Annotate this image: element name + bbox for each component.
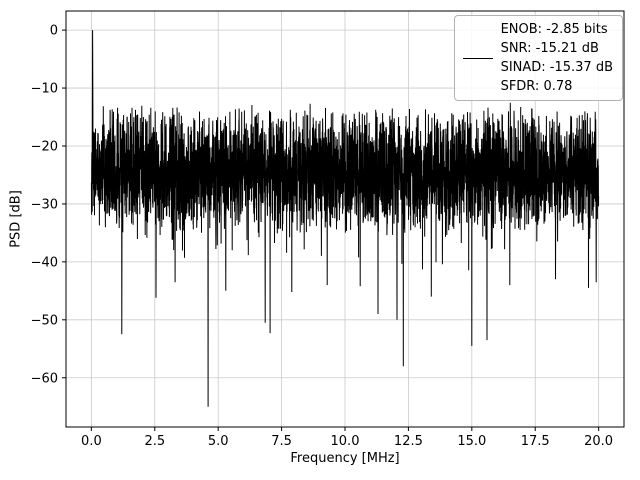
legend-enob: ENOB: -2.85 bits	[500, 22, 608, 37]
legend-sinad: SINAD: -15.37 dB	[500, 60, 613, 75]
y-tick-labels: 0 −10 −20 −30 −40 −50 −60	[31, 24, 58, 387]
x-tick-labels: 0.0 2.5 5.0 7.5 10.0 12.5 15.0 17.5 20.0	[81, 434, 613, 449]
x-tick-label: 5.0	[208, 434, 229, 449]
tick-marks	[62, 29, 600, 431]
x-tick-label: 20.0	[584, 434, 613, 449]
y-tick-label: −10	[31, 82, 58, 97]
legend-line-sample	[462, 57, 493, 59]
x-tick-label: 15.0	[457, 434, 486, 449]
legend: ENOB: -2.85 bits SNR: -15.21 dB SINAD: -…	[453, 15, 623, 101]
x-tick-label: 10.0	[331, 434, 360, 449]
x-tick-label: 0.0	[81, 434, 102, 449]
y-tick-label: −30	[31, 197, 58, 212]
y-tick-label: −50	[31, 313, 58, 328]
legend-sfdr: SFDR: 0.78	[500, 79, 573, 94]
psd-line	[90, 30, 600, 407]
y-tick-label: −60	[31, 371, 58, 386]
y-tick-label: −20	[31, 140, 58, 155]
y-axis-label: PSD [dB]	[8, 190, 24, 248]
x-axis-label: Frequency [MHz]	[290, 451, 400, 466]
legend-snr: SNR: -15.21 dB	[500, 41, 599, 56]
legend-text: ENOB: -2.85 bits SNR: -15.21 dB SINAD: -…	[501, 20, 613, 96]
x-tick-label: 7.5	[271, 434, 292, 449]
x-tick-label: 12.5	[394, 434, 423, 449]
y-tick-label: 0	[50, 24, 58, 39]
x-tick-label: 2.5	[144, 434, 165, 449]
y-tick-label: −40	[31, 255, 58, 270]
x-tick-label: 17.5	[521, 434, 550, 449]
